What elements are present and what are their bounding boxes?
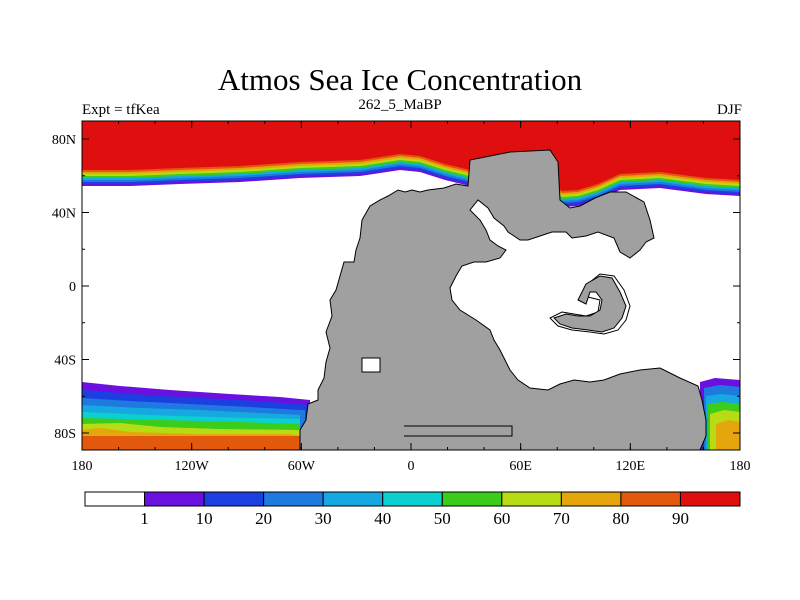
pangaea-land (299, 149, 707, 450)
axis-ticks (81, 121, 741, 450)
lat-tick-label: 40N (52, 207, 76, 222)
colorbar-swatch (203, 491, 265, 507)
lake-hole (361, 357, 381, 373)
colorbar-swatch (322, 491, 384, 507)
colorbar (84, 491, 741, 507)
eastern-island-land (553, 275, 627, 333)
colorbar-label: 40 (374, 509, 391, 528)
colorbar-label: 10 (196, 509, 213, 528)
colorbar-labels: 1 10 20 30 40 50 60 70 80 90 (140, 509, 689, 528)
colorbar-label: 20 (255, 509, 272, 528)
colorbar-swatch (263, 491, 324, 507)
season-label: DJF (716, 102, 742, 118)
period-label: 262_5_MaBP (358, 97, 442, 113)
lon-tick-label: 180 (72, 459, 93, 474)
colorbar-swatch (382, 491, 443, 507)
colorbar-swatch (620, 491, 681, 507)
lon-tick-label: 0 (408, 459, 415, 474)
map-area (82, 121, 740, 450)
north-sea-ice (82, 121, 740, 207)
lon-tick-label: 120E (616, 459, 646, 474)
colorbar-label: 70 (553, 509, 570, 528)
colorbar-label: 60 (493, 509, 510, 528)
colorbar-swatch (679, 491, 741, 507)
colorbar-label: 30 (315, 509, 332, 528)
colorbar-label: 1 (140, 509, 149, 528)
colorbar-label: 50 (434, 509, 451, 528)
lat-tick-label: 40S (54, 354, 76, 369)
colorbar-swatch (84, 491, 146, 507)
lon-tick-label: 60W (288, 459, 316, 474)
lon-tick-labels: 180 120W 60W 0 60E 120E 180 (72, 459, 751, 474)
colorbar-swatch (144, 491, 205, 507)
colorbar-swatch (501, 491, 562, 507)
inner-ice-outline (404, 425, 513, 437)
lat-tick-labels: 80N 40N 0 40S 80S (52, 133, 76, 442)
colorbar-label: 80 (612, 509, 629, 528)
experiment-label: Expt = tfKea (82, 102, 160, 118)
lat-tick-label: 80N (52, 133, 76, 148)
colorbar-swatch (560, 491, 622, 507)
lon-tick-label: 60E (509, 459, 532, 474)
lat-tick-label: 80S (54, 427, 76, 442)
lon-tick-label: 180 (730, 459, 751, 474)
land-masses (299, 149, 707, 450)
lon-tick-label: 120W (175, 459, 210, 474)
colorbar-swatch (441, 491, 503, 507)
colorbar-label: 90 (672, 509, 689, 528)
map-title: Atmos Sea Ice Concentration (217, 62, 583, 97)
lat-tick-label: 0 (69, 280, 76, 295)
